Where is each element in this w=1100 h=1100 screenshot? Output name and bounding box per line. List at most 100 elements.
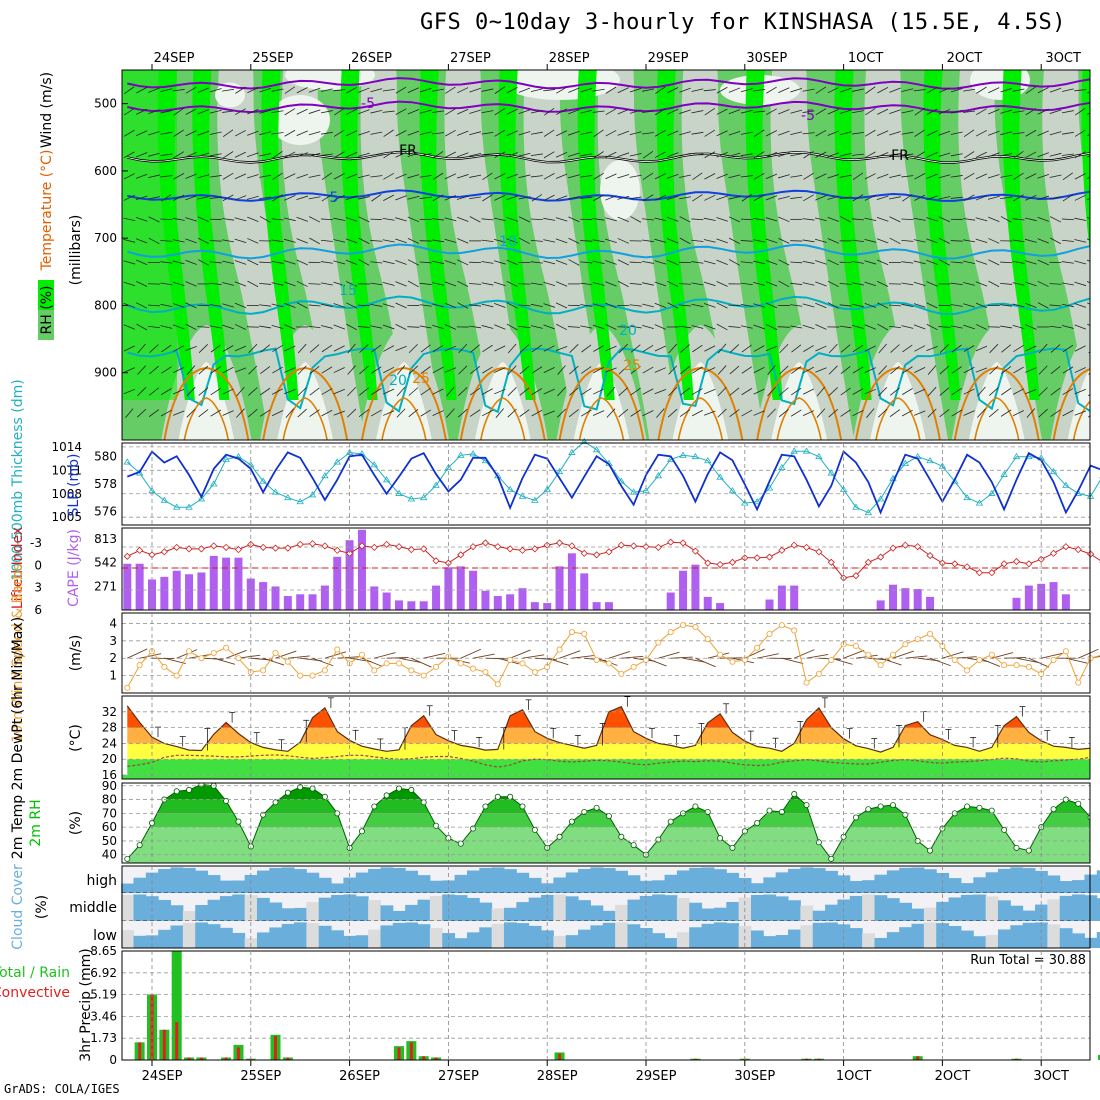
wind-barb <box>717 408 727 418</box>
wind-barb <box>753 110 766 113</box>
wind-barb <box>691 282 704 286</box>
cloud-bar <box>195 904 209 921</box>
lifted-line-marker <box>963 563 971 571</box>
wind-barb <box>283 238 296 243</box>
wind-speed-line-marker <box>667 629 674 636</box>
wind-barb <box>987 195 1000 200</box>
wind-barb <box>506 173 518 179</box>
wind-barb <box>914 345 926 352</box>
pale-area <box>215 82 245 108</box>
wind-barb <box>567 196 580 200</box>
wind-barb <box>802 132 815 135</box>
precip-conv-bar <box>175 1022 179 1060</box>
cloud-bar <box>849 928 863 948</box>
wind-barb <box>411 657 432 668</box>
wind-barb <box>1024 260 1037 265</box>
cloud-bar <box>528 897 542 921</box>
thickness-line-marker <box>839 485 848 492</box>
cloud-bar <box>417 875 431 893</box>
wind-barb <box>592 88 605 92</box>
cloud-bar <box>590 867 604 893</box>
cape-bar <box>1037 583 1046 610</box>
rh-line-marker <box>186 786 193 793</box>
wind-barb <box>124 86 135 94</box>
moist-region <box>1002 70 1040 400</box>
wind-barb <box>679 109 691 114</box>
ytick-label: 16 <box>102 768 117 782</box>
cloud-bar <box>615 904 628 921</box>
wind-barb <box>568 259 580 266</box>
wind-barb <box>618 387 629 396</box>
wind-barb <box>1074 89 1087 92</box>
wind-speed-line-marker <box>1062 648 1069 655</box>
wind-barb <box>197 326 210 328</box>
wind-barb <box>901 325 914 329</box>
wind-barb <box>593 366 605 374</box>
wind-barb <box>1016 657 1039 663</box>
wind-barb <box>777 326 790 328</box>
lifted-line-marker <box>481 539 490 547</box>
wind-barb <box>419 196 432 199</box>
lifted-line-marker <box>148 551 156 559</box>
wind-barb <box>593 345 604 352</box>
thickness-line-marker <box>506 485 514 492</box>
wind-barb <box>1074 345 1086 352</box>
wind-barb <box>1061 88 1074 92</box>
rh-line-marker <box>321 793 328 800</box>
ytick-label: 80 <box>102 793 117 807</box>
wind-barb <box>349 657 372 663</box>
cloud-bar <box>960 930 974 948</box>
rh-line-marker <box>778 808 785 815</box>
contour-25 <box>953 366 1040 440</box>
cloud-bar <box>1059 881 1073 893</box>
wind-barb <box>197 259 209 266</box>
cloud-bar <box>948 926 962 948</box>
wind-barb <box>445 108 456 116</box>
rh-line-marker <box>890 802 897 809</box>
wind-barb <box>160 261 173 264</box>
wind-barb <box>149 344 159 353</box>
wind-barb <box>1000 131 1013 136</box>
thickness-line-marker <box>222 455 230 462</box>
thickness-line-marker <box>716 473 724 480</box>
rh-line-marker <box>470 825 477 832</box>
wind-barb <box>234 217 247 222</box>
moist-region <box>261 70 299 400</box>
wind-barb <box>803 172 814 180</box>
cloud-bar <box>923 907 937 921</box>
wind-barb <box>691 131 704 135</box>
rh-line-marker <box>519 803 526 810</box>
wind-barb <box>543 281 556 286</box>
wind-barb <box>271 282 284 286</box>
wind-barb <box>1062 172 1074 181</box>
wind-barb <box>629 196 642 200</box>
wind-barb <box>740 304 753 307</box>
thickness-line-marker <box>345 448 354 455</box>
contour-20 <box>127 347 1090 414</box>
wind-barb <box>642 410 654 417</box>
wind-barb <box>1024 238 1037 243</box>
rh-line-marker <box>556 833 563 840</box>
cloud-bar <box>133 894 147 921</box>
wind-barb <box>851 239 864 243</box>
thickness-line-marker <box>864 508 873 516</box>
lifted-line-marker <box>160 548 168 556</box>
wind-barb <box>851 88 864 92</box>
wind-barb <box>963 366 975 374</box>
wind-barb <box>296 152 308 158</box>
cape-bar <box>716 603 725 610</box>
cloud-bar <box>331 883 344 893</box>
wind-barb <box>246 152 259 158</box>
wind-barb <box>333 367 345 373</box>
wind-barb <box>1037 130 1049 136</box>
wind-barb <box>692 344 703 353</box>
wind-barb <box>222 172 234 180</box>
wind-barb <box>396 386 406 397</box>
wind-barb <box>370 325 383 329</box>
wind-barb <box>530 303 543 307</box>
lifted-line-marker <box>617 541 625 549</box>
wind-barb <box>210 344 221 353</box>
wind-barb <box>172 303 185 308</box>
wind-barb <box>901 218 914 221</box>
cloud-bar <box>158 899 172 921</box>
